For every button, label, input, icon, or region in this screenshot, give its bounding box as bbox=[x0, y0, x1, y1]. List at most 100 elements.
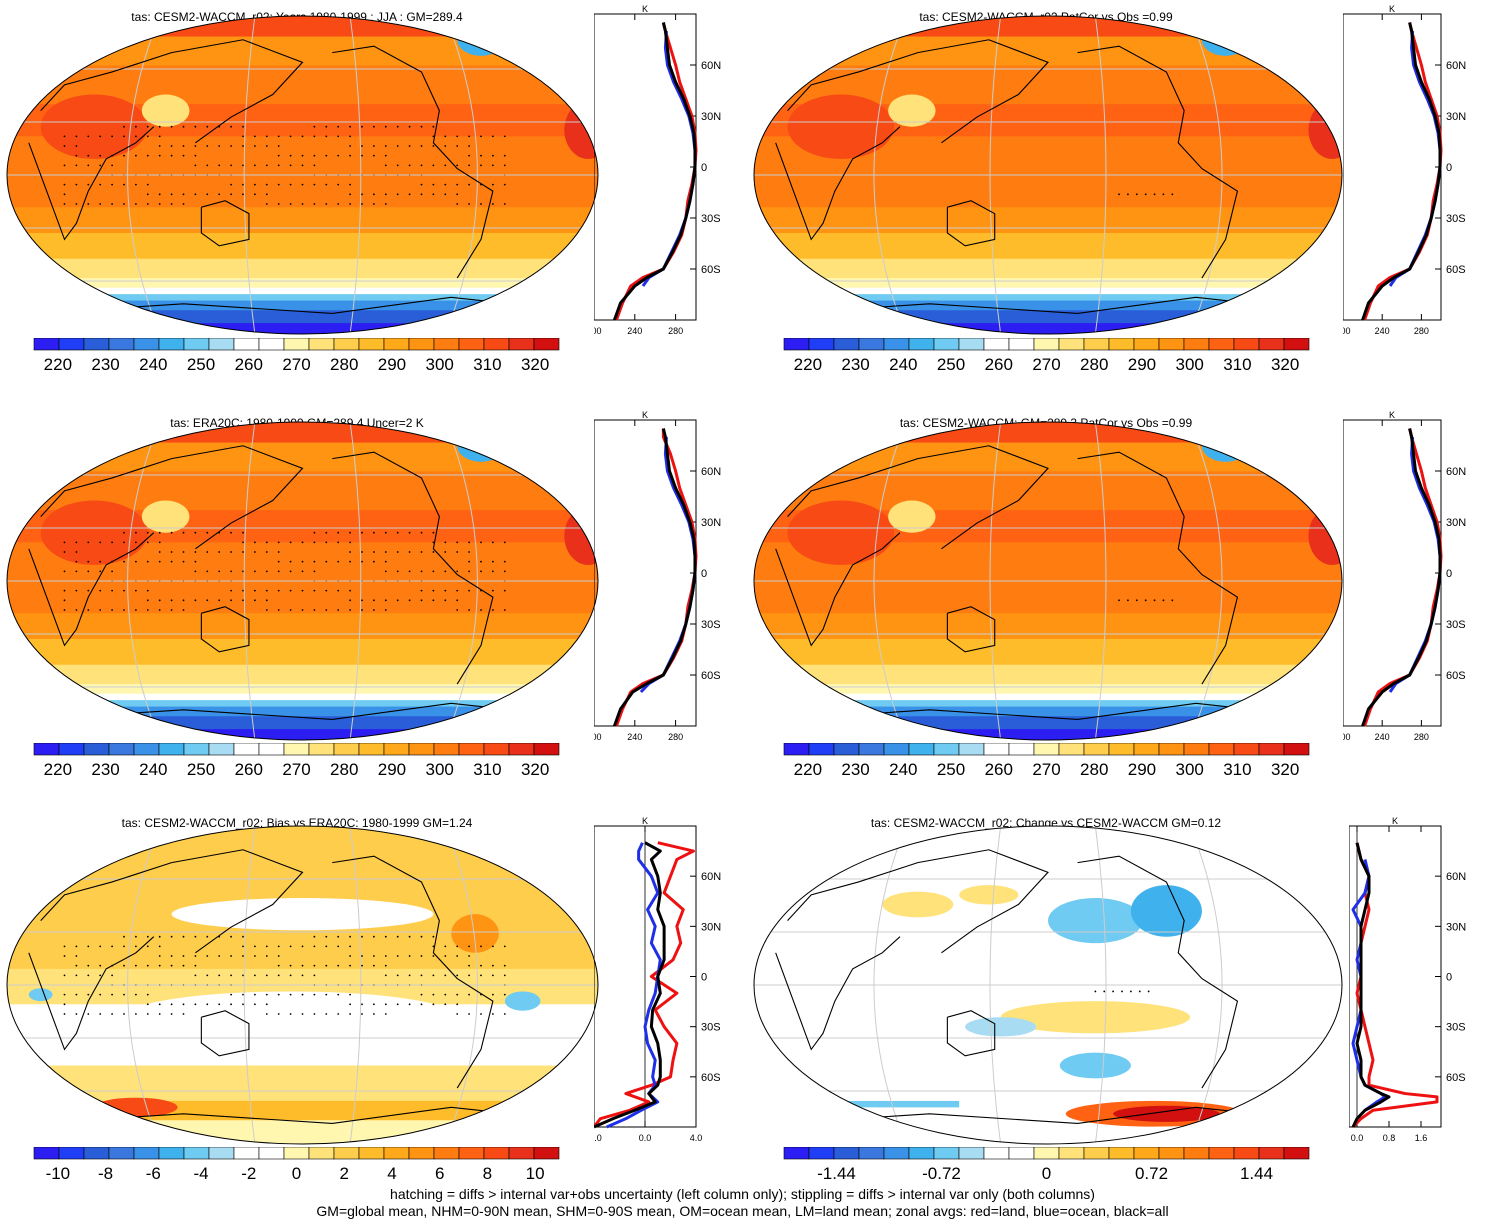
colorbar: -10 -8 -6 -4 -2 0 2 4 6 8 10 bbox=[33, 1147, 560, 1183]
colorbar-label: 0.72 bbox=[1135, 1164, 1168, 1183]
colorbar-swatch bbox=[408, 338, 435, 351]
temperature-band bbox=[7, 16, 598, 38]
zonal-ytick-label: 30S bbox=[1446, 619, 1466, 631]
zonal-ytick-label: 60N bbox=[1446, 871, 1466, 883]
colorbar-swatch bbox=[383, 1147, 410, 1160]
colorbar-swatch bbox=[808, 338, 835, 351]
americas-coastline bbox=[1077, 855, 1239, 1089]
colorbar-swatch bbox=[1033, 338, 1060, 351]
temperature-band bbox=[754, 638, 1342, 666]
colorbar-swatch bbox=[1258, 743, 1285, 756]
temperature-band bbox=[754, 422, 1342, 444]
warm-region bbox=[959, 885, 1019, 905]
temperature-band bbox=[754, 716, 1342, 731]
colorbar-label: 220 bbox=[794, 760, 822, 779]
colorbar-label: 220 bbox=[44, 355, 72, 374]
plateau-region bbox=[888, 500, 936, 533]
colorbar-label: 300 bbox=[1175, 355, 1203, 374]
colorbar-swatch bbox=[958, 743, 985, 756]
temperature-band bbox=[754, 258, 1342, 280]
colorbar-swatch bbox=[208, 338, 235, 351]
zonal-ytick-label: 30S bbox=[1446, 213, 1466, 225]
graticule bbox=[7, 422, 598, 740]
colorbar-swatch bbox=[1083, 338, 1110, 351]
colorbar-swatch bbox=[258, 743, 285, 756]
greenland-region bbox=[457, 23, 505, 56]
colorbar-label: 290 bbox=[378, 355, 406, 374]
colorbar-swatch bbox=[1058, 743, 1085, 756]
zonal-ytick-label: 60S bbox=[701, 670, 721, 682]
colorbar-swatch bbox=[183, 1147, 210, 1160]
colorbar-swatch bbox=[433, 743, 460, 756]
colorbar-swatch bbox=[83, 338, 110, 351]
colorbar-label: -2 bbox=[241, 1164, 256, 1183]
colorbar-label: 240 bbox=[889, 760, 917, 779]
colorbar-label: 230 bbox=[91, 760, 119, 779]
colorbar-swatch bbox=[258, 338, 285, 351]
world-map bbox=[6, 421, 599, 741]
zonal-land-line bbox=[594, 841, 695, 1128]
colorbar-label: 310 bbox=[473, 760, 501, 779]
colorbar-swatch bbox=[308, 743, 335, 756]
zonal-unit-label: K bbox=[1389, 410, 1395, 420]
colorbar-swatch bbox=[308, 338, 335, 351]
colorbar-swatch bbox=[1283, 338, 1310, 351]
colorbar-swatch bbox=[383, 338, 410, 351]
eurasia-coastline bbox=[787, 445, 1049, 550]
colorbar-swatch bbox=[908, 338, 935, 351]
colorbar-label: 6 bbox=[435, 1164, 444, 1183]
colorbar-label: -0.72 bbox=[922, 1164, 961, 1183]
colorbar: 220 230 240 250 260 270 280 290 300 310 320 bbox=[33, 743, 560, 779]
graticule bbox=[7, 16, 598, 334]
warm-region bbox=[40, 500, 148, 565]
temperature-band bbox=[7, 716, 598, 731]
colorbar-swatch bbox=[1083, 743, 1110, 756]
warm-region bbox=[40, 94, 148, 159]
colorbar-label: 260 bbox=[985, 760, 1013, 779]
colorbar-swatch bbox=[483, 338, 510, 351]
zonal-ytick-label: 30S bbox=[701, 619, 721, 631]
temperature-band bbox=[7, 700, 598, 708]
colorbar-label: 250 bbox=[937, 760, 965, 779]
temperature-band bbox=[7, 232, 598, 260]
colorbar-swatch bbox=[433, 1147, 460, 1160]
cool-region bbox=[965, 1017, 1037, 1037]
colorbar-swatch bbox=[358, 1147, 385, 1160]
zonal-xtick-label: 280 bbox=[668, 732, 683, 742]
colorbar-label: -4 bbox=[193, 1164, 208, 1183]
colorbar-swatch bbox=[458, 338, 485, 351]
temperature-band bbox=[7, 706, 598, 718]
colorbar-swatch bbox=[283, 1147, 310, 1160]
zonal-unit-label: K bbox=[1392, 816, 1398, 826]
colorbar-swatch bbox=[1133, 338, 1160, 351]
zonal-xtick-label: 280 bbox=[1414, 732, 1429, 742]
colorbar-swatch bbox=[1233, 1147, 1260, 1160]
zonal-xtick-label: 0.0 bbox=[1351, 1133, 1364, 1143]
colorbar-label: 290 bbox=[378, 760, 406, 779]
colorbar-swatch bbox=[1183, 338, 1210, 351]
footer-means-note: GM=global mean, NHM=0-90N mean, SHM=0-90… bbox=[316, 1203, 1169, 1219]
colorbar-label: -8 bbox=[98, 1164, 113, 1183]
zonal-land-line bbox=[615, 428, 698, 727]
colorbar-swatch bbox=[408, 743, 435, 756]
warm-region bbox=[1000, 1001, 1191, 1034]
temperature-band bbox=[7, 258, 598, 280]
zonal-all-line bbox=[1351, 842, 1391, 1128]
colorbar-swatch bbox=[1083, 1147, 1110, 1160]
zonal-xtick-label: 240 bbox=[1375, 326, 1390, 336]
temperature-band bbox=[754, 278, 1342, 289]
zonal-xtick-label: 0.8 bbox=[1383, 1133, 1396, 1143]
americas-coastline bbox=[1077, 45, 1239, 279]
zonal-all-line bbox=[612, 22, 697, 321]
colorbar-swatch bbox=[1233, 743, 1260, 756]
colorbar-label: 250 bbox=[187, 355, 215, 374]
colorbar-swatch bbox=[483, 743, 510, 756]
colorbar-label: 2 bbox=[339, 1164, 348, 1183]
colorbar-swatch bbox=[508, 743, 535, 756]
colorbar-swatch bbox=[508, 338, 535, 351]
colorbar-label: 320 bbox=[1271, 355, 1299, 374]
colorbar-label: 310 bbox=[1223, 760, 1251, 779]
colorbar-swatch bbox=[183, 338, 210, 351]
world-map bbox=[753, 825, 1343, 1145]
warm-region bbox=[787, 500, 895, 565]
